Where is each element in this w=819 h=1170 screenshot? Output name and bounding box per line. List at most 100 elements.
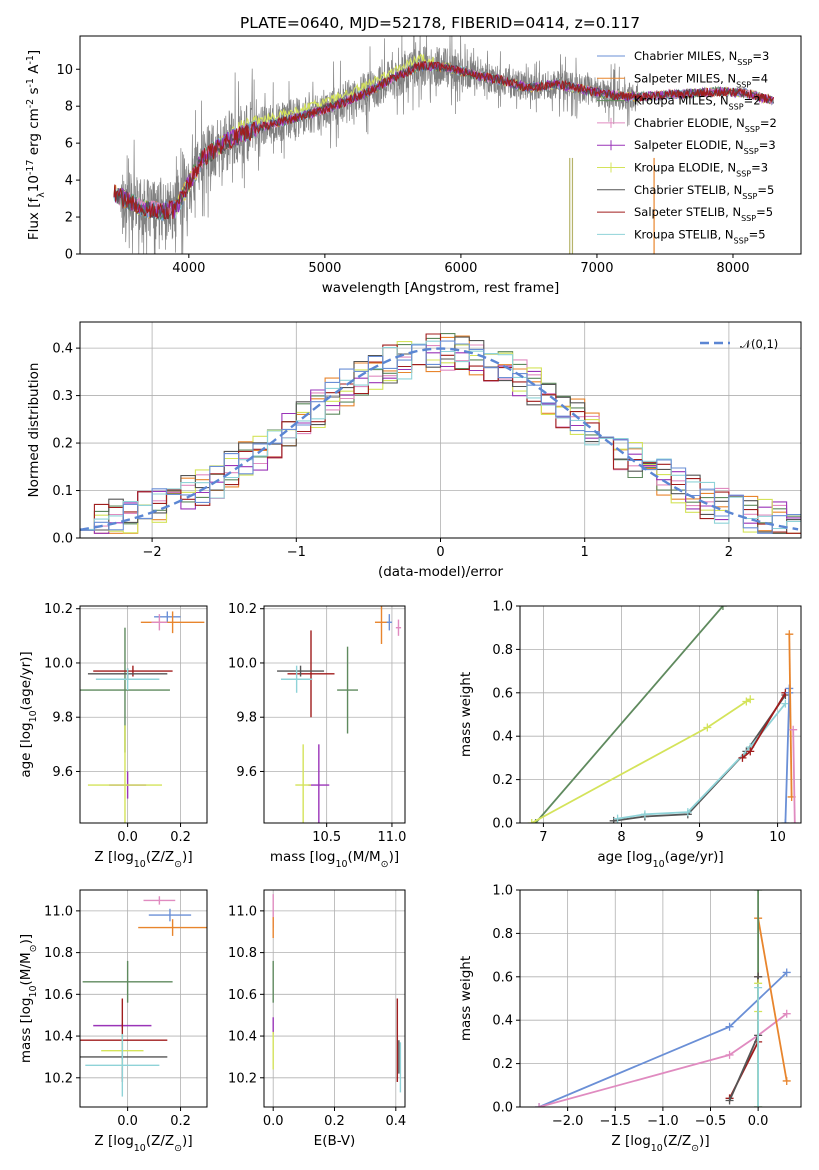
mass_vs_Z-xtick-label: 0.0 — [117, 1114, 138, 1129]
weight_vs_age-marker-4-0 — [738, 753, 747, 762]
age_vs_mass-ytick-label: 10.0 — [228, 656, 257, 671]
spectrum-xtick-label: 7000 — [580, 261, 613, 276]
weight_vs_age-marker-4-1 — [746, 747, 755, 756]
weight_vs_age-series-5 — [784, 688, 791, 823]
weight_vs_age-marker-1-0 — [527, 819, 536, 823]
mass_vs_ebv-xtick-label: 0.0 — [263, 1114, 284, 1129]
legend-label-4: Salpeter ELODIE, NSSP=3 — [634, 138, 776, 156]
weight_vs_age-marker-3-0 — [613, 814, 622, 823]
weight_vs_age-ytick-label: 1.0 — [492, 600, 513, 615]
mass_vs_ebv-xtick-label: 0.2 — [324, 1114, 345, 1129]
residual-hist-0 — [80, 340, 801, 534]
weight_vs_age-marker-3-2 — [683, 808, 692, 817]
weight_vs_Z-xlabel: Z [log10(Z/Z⊙)] — [611, 1133, 709, 1154]
weight_vs_age-ylabel: mass weight — [458, 672, 474, 757]
weight_vs_Z-plot-area — [535, 890, 791, 1107]
spectrum-ytick-label: 8 — [65, 100, 73, 115]
residuals-plot-area — [80, 333, 801, 534]
residuals-ytick-label: 0.3 — [52, 389, 73, 404]
age_vs_mass-plot-area — [277, 606, 402, 823]
weight_vs_age-marker-3-4 — [781, 699, 790, 708]
weight_vs_Z-ytick-label: 0.4 — [492, 1014, 513, 1029]
weight_vs_Z-marker-1-1 — [725, 1050, 734, 1059]
weight_vs_age-plot-area — [527, 606, 799, 823]
figure-title: PLATE=0640, MJD=52178, FIBERID=0414, z=0… — [240, 14, 640, 32]
weight_vs_Z-xtick-label: −1.5 — [599, 1114, 631, 1129]
mass_vs_ebv-frame — [263, 889, 406, 1108]
age_vs_Z-ylabel: age [log10(age/yr)] — [18, 651, 39, 777]
weight_vs_age-chart: 7 8 9 10 0.0 0.2 0.4 0.6 0.8 1.0 age [log10(age/yr… — [458, 600, 802, 870]
weight_vs_age-marker-1-3 — [746, 695, 755, 704]
weight_vs_age-frame — [519, 605, 802, 824]
mass_vs_ebv-chart: 0.0 0.2 0.4 10.2 10.4 10.6 10.8 11.0 E(B-V) — [228, 889, 406, 1149]
residuals-frame — [79, 321, 802, 539]
age_vs_Z-plot-area — [80, 611, 205, 823]
weight_vs_Z-ytick-label: 0.0 — [492, 1101, 513, 1116]
spectrum-chart: 4000 5000 6000 7000 8000 0 2 4 6 8 10 wavelength [A… — [25, 35, 802, 296]
mass_vs_Z-ylabel: mass [log10(M/M⊙)] — [18, 934, 39, 1063]
weight_vs_age-series-1 — [531, 698, 751, 823]
spectrum-xtick-label: 5000 — [308, 261, 341, 276]
weight_vs_Z-marker-7-1 — [754, 983, 763, 992]
residuals-xlabel: (data-model)/error — [378, 564, 504, 580]
weight_vs_age-ytick-label: 0.4 — [492, 730, 513, 745]
spectrum-ytick-label: 6 — [65, 137, 73, 152]
weight_vs_age-marker-3-1 — [640, 810, 649, 819]
age_vs_Z-xlabel: Z [log10(Z/Z⊙)] — [94, 849, 192, 870]
weight_vs_Z-marker-3-1 — [754, 890, 763, 894]
residual-hist-2 — [80, 333, 801, 531]
spectrum-xtick-label: 8000 — [716, 261, 749, 276]
age_vs_Z-xtick-label: 0.2 — [170, 830, 191, 845]
mass_vs_Z-ytick-label: 11.0 — [44, 904, 73, 919]
age_vs_Z-ytick-label: 9.8 — [52, 711, 73, 726]
age_vs_Z-chart: 0.0 0.2 9.6 9.8 10.0 10.2 Z [log10(Z/Z⊙)] age [… — [18, 602, 208, 870]
spectrum-observed-data — [120, 36, 639, 254]
mass_vs_ebv-plot-area — [272, 894, 402, 1093]
spectrum-xtick-label: 4000 — [172, 261, 205, 276]
spectrum-ylabel: Flux [fλ10-17 erg cm-2 s-1 A-1] — [25, 50, 47, 240]
weight_vs_Z-marker-5-0 — [725, 1096, 734, 1105]
spectrum-ytick-label: 2 — [65, 211, 73, 226]
weight_vs_age-marker-6-0 — [785, 630, 794, 639]
weight_vs_Z-xtick-label: −1.0 — [647, 1114, 679, 1129]
legend-label-0: Chabrier MILES, NSSP=3 — [634, 49, 769, 67]
residuals-ytick-label: 0.2 — [52, 437, 73, 452]
mass_vs_ebv-xlabel: E(B-V) — [314, 1133, 356, 1149]
weight_vs_age-marker-0-1 — [718, 606, 727, 610]
weight_vs_Z-ylabel: mass weight — [458, 956, 474, 1041]
spectrum-xtick-label: 6000 — [444, 261, 477, 276]
spectrum-ytick-label: 0 — [65, 248, 73, 263]
spectrum-ytick-label: 4 — [65, 174, 73, 189]
legend-label-5: Kroupa ELODIE, NSSP=3 — [634, 161, 768, 179]
weight_vs_age-ytick-label: 0.8 — [492, 643, 513, 658]
weight_vs_age-xtick-label: 8 — [617, 830, 625, 845]
weight_vs_Z-series-2 — [757, 918, 788, 1082]
mass_vs_Z-ytick-label: 10.2 — [44, 1071, 73, 1086]
mass_vs_Z-ytick-label: 10.8 — [44, 946, 73, 961]
weight_vs_age-marker-7-1 — [790, 819, 799, 823]
mass_vs_ebv-ytick-label: 11.0 — [228, 904, 257, 919]
legend-label-1: Salpeter MILES, NSSP=4 — [634, 71, 768, 89]
weight_vs_age-xlabel: age [log10(age/yr)] — [597, 849, 723, 870]
spectrum-xlabel: wavelength [Angstrom, rest frame] — [322, 280, 560, 296]
mass_vs_Z-ytick-label: 10.6 — [44, 988, 73, 1003]
mass_vs_Z-frame — [79, 889, 208, 1108]
weight_vs_Z-ytick-label: 0.2 — [492, 1057, 513, 1072]
weight_vs_Z-frame — [519, 889, 802, 1108]
spectrum-plot-area — [113, 36, 774, 254]
age_vs_mass-chart: 10.5 11.0 9.6 9.8 10.0 10.2 mass [log10(M/M⊙)] — [228, 602, 406, 869]
weight_vs_age-series-6 — [788, 634, 793, 798]
weight_vs_age-series-0 — [534, 606, 724, 823]
residuals-xtick-label: −1 — [287, 545, 306, 560]
mass_vs_Z-plot-area — [80, 896, 207, 1097]
age_vs_mass-ytick-label: 10.2 — [228, 602, 257, 617]
weight_vs_Z-xtick-label: 0.0 — [748, 1114, 769, 1129]
age_vs_mass-xtick-label: 11.0 — [377, 830, 406, 845]
weight_vs_age-ytick-label: 0.6 — [492, 686, 513, 701]
legend-label-2: Kroupa MILES, NSSP=2 — [634, 94, 761, 112]
weight_vs_Z-chart: −2.0 −1.5 −1.0 −0.5 0.0 0.0 0.2 0.4 0.6 0.8 1.0 Z [… — [458, 884, 802, 1154]
weight_vs_Z-ytick-label: 0.8 — [492, 927, 513, 942]
weight_vs_age-ytick-label: 0.0 — [492, 817, 513, 832]
spectrum-model-7 — [113, 60, 774, 220]
